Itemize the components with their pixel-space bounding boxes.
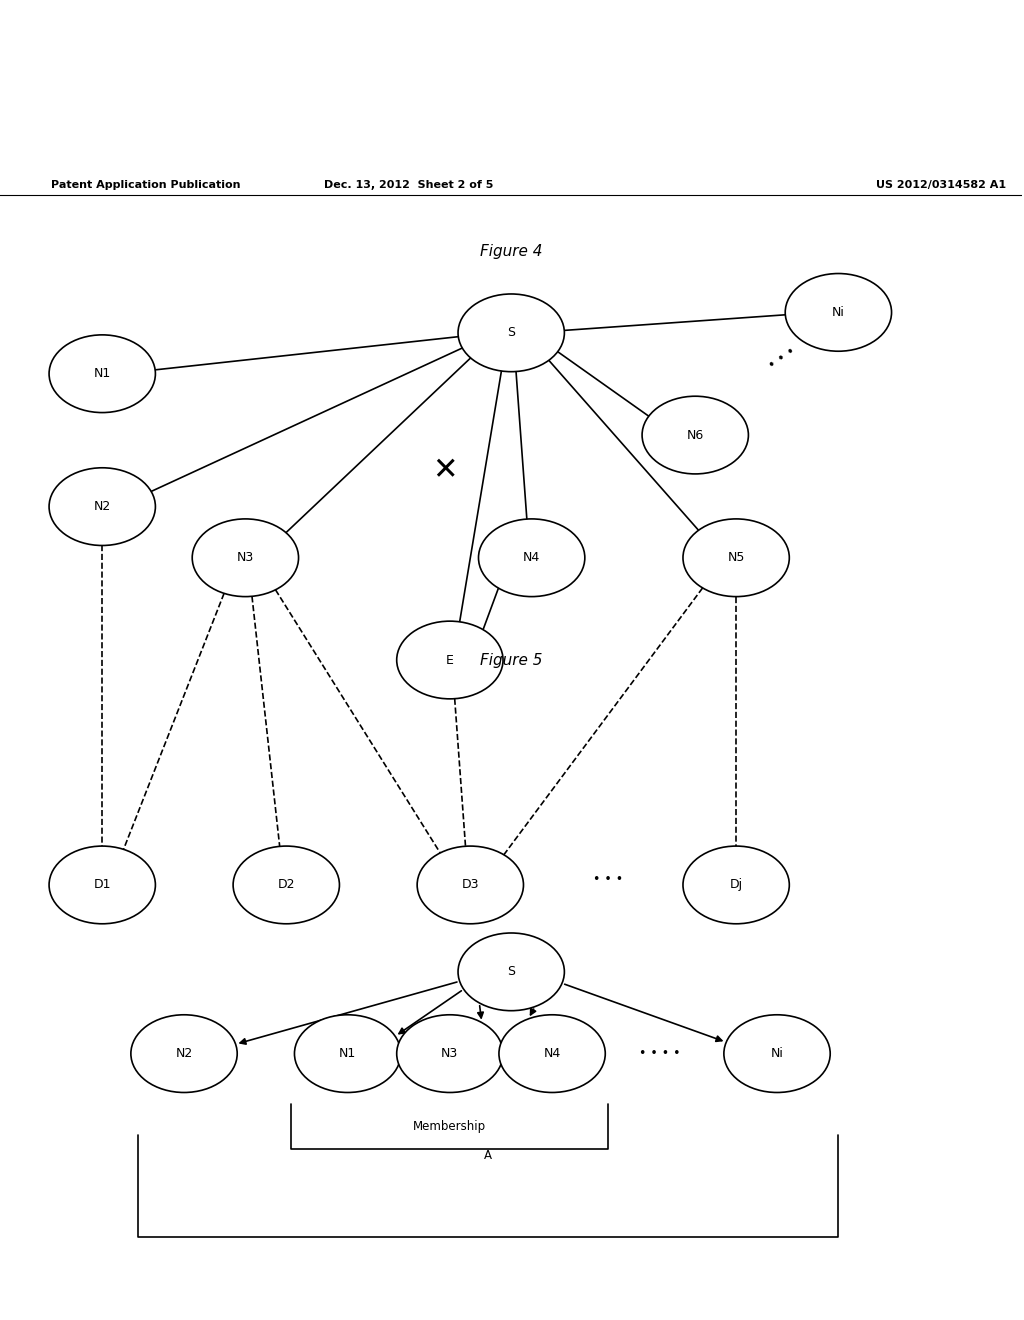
Ellipse shape [49, 467, 156, 545]
Text: N2: N2 [175, 1047, 193, 1060]
Ellipse shape [193, 519, 299, 597]
Ellipse shape [499, 1015, 605, 1093]
Text: Dec. 13, 2012  Sheet 2 of 5: Dec. 13, 2012 Sheet 2 of 5 [325, 180, 494, 190]
Text: S: S [507, 965, 515, 978]
Text: US 2012/0314582 A1: US 2012/0314582 A1 [876, 180, 1006, 190]
Text: ✕: ✕ [432, 457, 458, 486]
Text: D2: D2 [278, 878, 295, 891]
Text: Ni: Ni [771, 1047, 783, 1060]
Ellipse shape [49, 846, 156, 924]
Ellipse shape [417, 846, 523, 924]
Text: • • • •: • • • • [639, 1047, 680, 1060]
Ellipse shape [642, 396, 749, 474]
Text: N2: N2 [93, 500, 111, 513]
Text: • • •: • • • [766, 345, 799, 372]
Ellipse shape [724, 1015, 830, 1093]
Text: N3: N3 [441, 1047, 459, 1060]
Text: Patent Application Publication: Patent Application Publication [51, 180, 241, 190]
Text: D3: D3 [462, 878, 479, 891]
Ellipse shape [396, 1015, 503, 1093]
Text: N4: N4 [544, 1047, 561, 1060]
Text: N3: N3 [237, 552, 254, 564]
Ellipse shape [458, 933, 564, 1011]
Ellipse shape [295, 1015, 400, 1093]
Text: N6: N6 [687, 429, 703, 442]
Text: Ni: Ni [831, 306, 845, 319]
Ellipse shape [683, 519, 790, 597]
Text: E: E [445, 653, 454, 667]
Ellipse shape [396, 622, 503, 698]
Text: N4: N4 [523, 552, 541, 564]
Text: • • •: • • • [593, 874, 624, 886]
Text: N5: N5 [727, 552, 744, 564]
Ellipse shape [785, 273, 892, 351]
Ellipse shape [478, 519, 585, 597]
Text: Figure 5: Figure 5 [480, 652, 543, 668]
Text: N1: N1 [93, 367, 111, 380]
Ellipse shape [683, 846, 790, 924]
Text: S: S [507, 326, 515, 339]
Text: N1: N1 [339, 1047, 356, 1060]
Ellipse shape [49, 335, 156, 413]
Text: Figure 4: Figure 4 [480, 243, 543, 259]
Ellipse shape [131, 1015, 238, 1093]
Ellipse shape [233, 846, 339, 924]
Text: Membership: Membership [414, 1121, 486, 1133]
Text: D1: D1 [93, 878, 111, 891]
Text: Dj: Dj [729, 878, 742, 891]
Ellipse shape [458, 294, 564, 372]
Text: A: A [484, 1148, 493, 1162]
